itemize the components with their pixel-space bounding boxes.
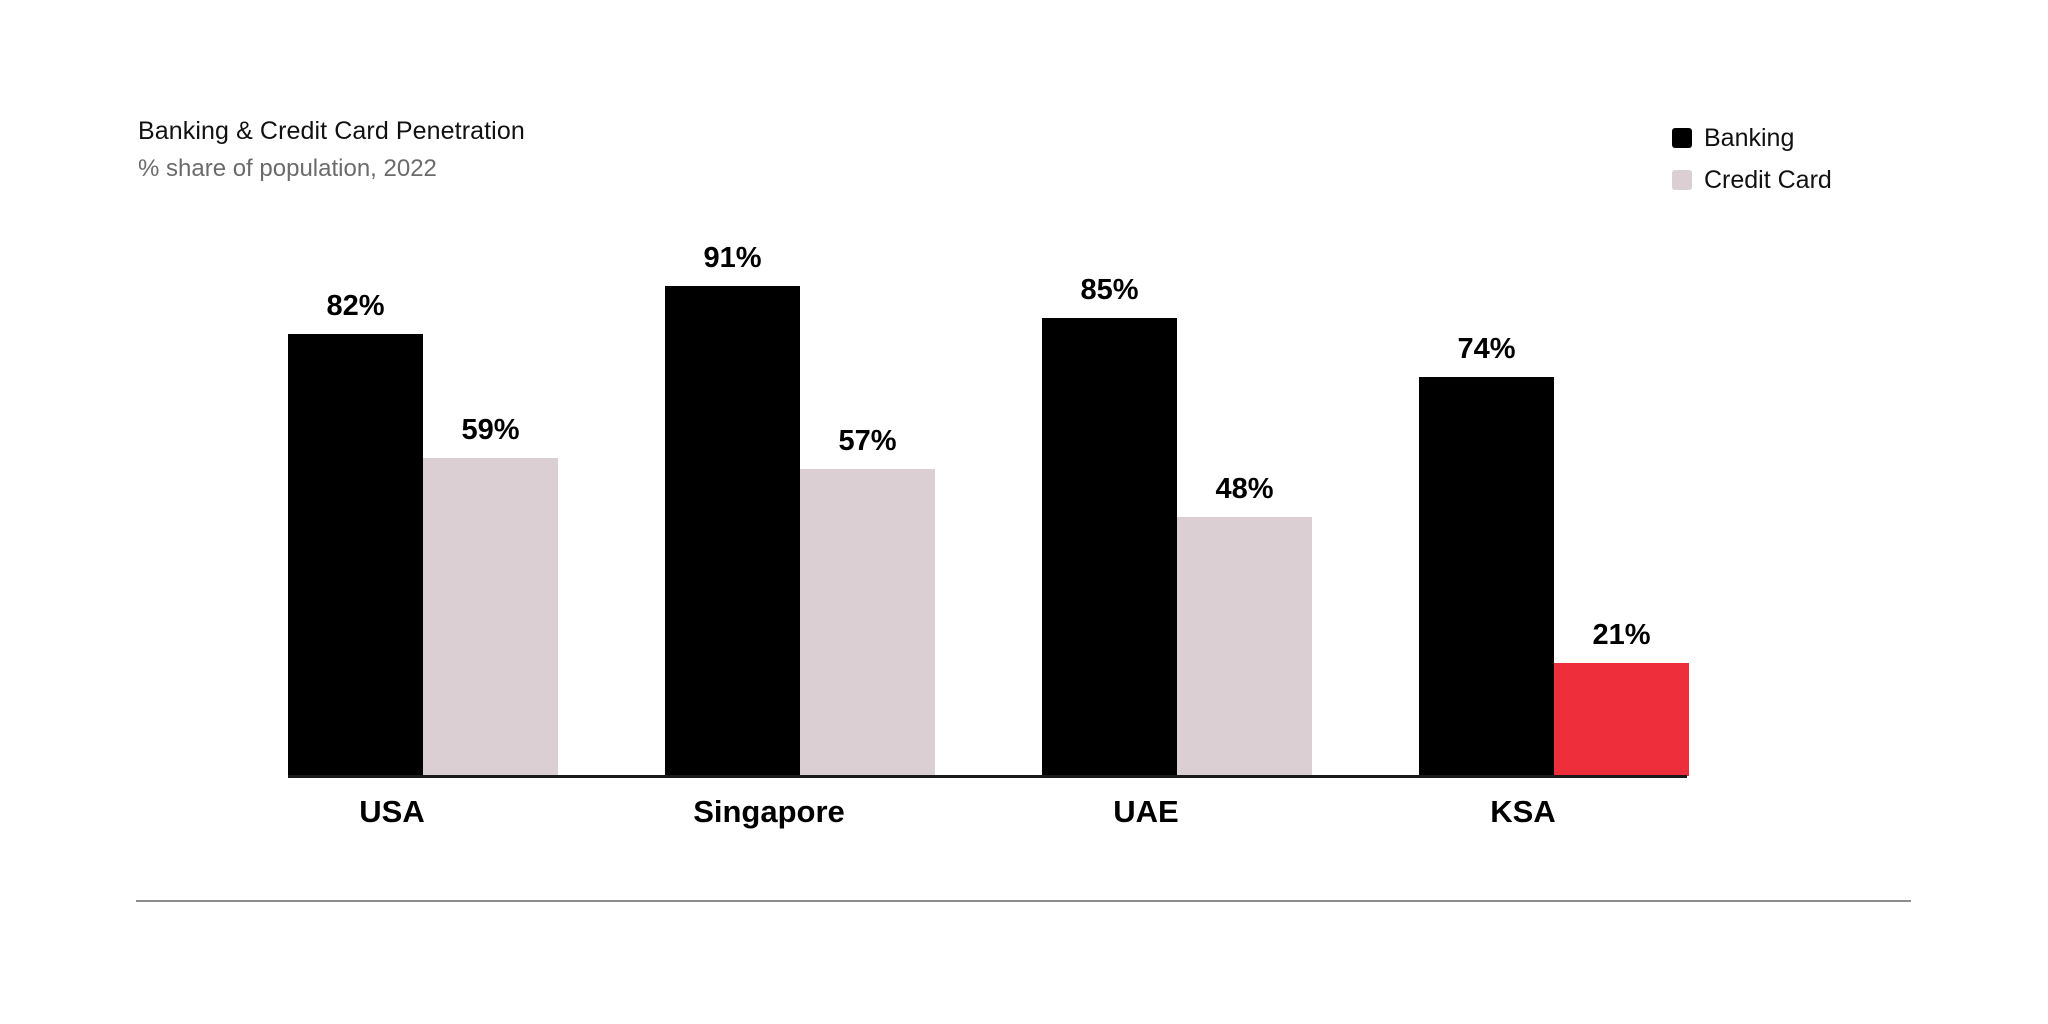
category-label-uae: UAE [1113,794,1179,829]
bar-label-singapore-credit-card: 57% [838,424,897,457]
chart-subtitle: % share of population, 2022 [138,155,437,182]
x-axis-line [288,775,1687,778]
bar-label-usa-credit-card: 59% [461,413,520,446]
legend-item-banking: Banking [1672,117,1832,159]
legend-label: Banking [1704,123,1795,152]
legend-swatch-banking-icon [1672,128,1692,148]
bar-singapore-credit-card [800,468,935,776]
chart-title: Banking & Credit Card Penetration [138,117,525,145]
bar-label-ksa-credit-card: 21% [1592,618,1651,651]
category-label-usa: USA [359,794,425,829]
legend-swatch-credit-card-icon [1672,170,1692,190]
bar-singapore-banking [665,285,800,776]
legend: Banking Credit Card [1672,117,1832,201]
bar-usa-banking [288,334,423,776]
category-label-singapore: Singapore [693,794,845,829]
legend-label: Credit Card [1704,165,1832,194]
bar-uae-banking [1042,317,1177,776]
bar-label-singapore-banking: 91% [703,241,762,274]
bar-ksa-banking [1419,377,1554,776]
bar-ksa-credit-card [1554,662,1689,776]
bar-usa-credit-card [423,457,558,776]
bar-label-usa-banking: 82% [326,290,385,323]
category-label-ksa: KSA [1490,794,1556,829]
bar-uae-credit-card [1177,517,1312,776]
footer-divider [136,900,1911,902]
legend-item-credit-card: Credit Card [1672,159,1832,201]
bar-label-uae-credit-card: 48% [1215,473,1274,506]
bar-label-uae-banking: 85% [1080,273,1139,306]
bar-label-ksa-banking: 74% [1457,333,1516,366]
